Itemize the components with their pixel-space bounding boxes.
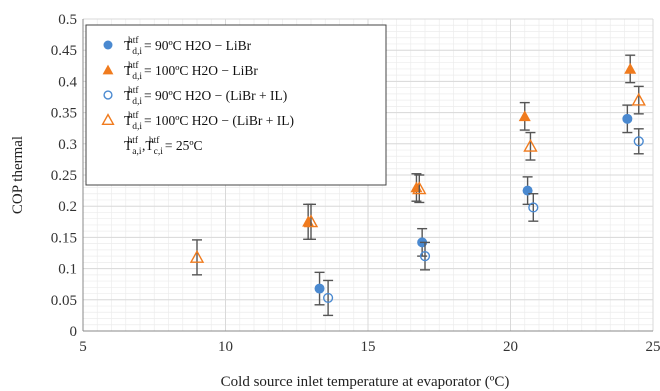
legend-label-1: Td,ihtf = 90ºC H2O − LiBr (124, 35, 252, 57)
y-tick-label: 0.2 (58, 199, 77, 215)
legend-marker-3 (103, 90, 113, 100)
x-axis-title: Cold source inlet temperature at evapora… (221, 374, 510, 390)
data-point-series-4 (523, 138, 538, 152)
x-tick-label: 15 (361, 339, 376, 355)
data-point-series-4 (303, 214, 319, 228)
legend-note: Ta,ihtf ,Tc,ihtf = 25ºC (124, 135, 203, 157)
data-points (189, 54, 646, 317)
y-tick-label: 0.45 (51, 43, 77, 59)
x-tick-label: 10 (218, 339, 233, 355)
data-point-series-4 (412, 181, 427, 195)
y-tick-label: 0.3 (58, 137, 77, 153)
y-tick-label: 0.15 (51, 230, 77, 246)
legend-entries: Td,ihtf = 90ºC H2O − LiBr Td,ihtf = 100ºC… (101, 35, 294, 157)
legend-label-2: Td,ihtf = 100ºC H2O − LiBr (124, 60, 258, 82)
tick-labels: 5 10 15 20 25 0 0.05 0.1 0.15 0.2 0.25 0.3 0.35 0.4 0.… (51, 12, 660, 355)
data-point-series-3 (323, 292, 334, 304)
data-point-series-3 (419, 251, 431, 262)
legend-label-4: Td,ihtf = 100ºC H2O − (LiBr + IL) (124, 110, 294, 132)
legend-box (85, 24, 387, 186)
data-point-series-4 (189, 249, 205, 263)
x-tick-label: 25 (646, 339, 660, 355)
x-tick-label: 20 (503, 339, 518, 355)
y-tick-label: 0.25 (51, 168, 77, 184)
data-point-series-4 (631, 92, 646, 106)
data-point-series-3 (633, 136, 644, 147)
x-tick-label: 5 (79, 339, 87, 355)
y-axis-title: COP thermal (10, 136, 26, 214)
y-tick-label: 0.1 (58, 262, 77, 278)
y-tick-label: 0 (70, 324, 78, 340)
legend-marker-1 (103, 40, 113, 50)
axes (82, 19, 653, 332)
data-point-series-1 (314, 283, 325, 294)
y-tick-label: 0.05 (51, 293, 77, 309)
y-tick-label: 0.35 (51, 106, 77, 122)
y-tick-label: 0.5 (58, 12, 77, 28)
legend-marker-4 (101, 113, 115, 126)
legend-marker-2 (102, 64, 114, 75)
legend-label-3: Td,ihtf = 90ºC H2O − (LiBr + IL) (124, 85, 287, 107)
y-tick-label: 0.4 (58, 74, 77, 90)
legend: Td,ihtf = 90ºC H2O − LiBr Td,ihtf = 100ºC… (85, 24, 387, 186)
data-point-series-3 (528, 202, 539, 213)
data-point-series-1 (622, 113, 633, 124)
data-point-series-2 (518, 110, 531, 122)
data-point-series-2 (624, 62, 637, 74)
